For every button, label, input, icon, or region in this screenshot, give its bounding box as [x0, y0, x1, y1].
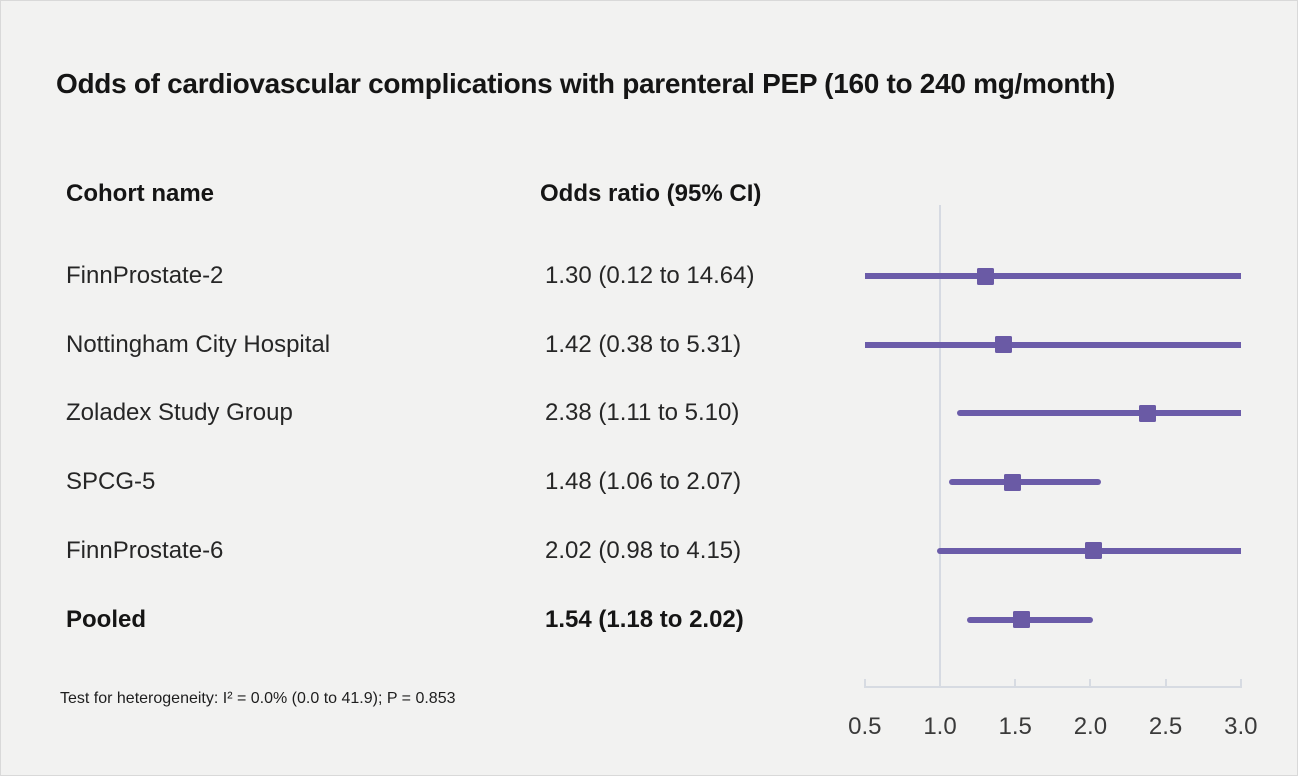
- reference-line: [939, 205, 941, 687]
- odds-ratio-value: 1.54 (1.18 to 2.02): [545, 605, 744, 633]
- x-axis-tick-label: 2.5: [1148, 713, 1183, 740]
- x-axis-line: [864, 686, 1242, 688]
- x-axis-tick-label: 1.0: [923, 713, 957, 740]
- cohort-name: Zoladex Study Group: [66, 399, 293, 427]
- odds-ratio-marker: [1084, 542, 1102, 560]
- odds-ratio-marker: [976, 267, 994, 285]
- x-axis-tick: [1089, 679, 1092, 686]
- x-axis-tick-label: 0.5: [848, 713, 882, 740]
- heterogeneity-footnote: Test for heterogeneity: I² = 0.0% (0.0 t…: [60, 690, 456, 707]
- x-axis-tick-label: 1.5: [998, 713, 1032, 740]
- x-axis-tick-label: 2.0: [1073, 713, 1108, 740]
- x-axis-tick: [1239, 679, 1242, 686]
- confidence-interval-line: [949, 479, 1101, 486]
- x-axis-tick: [1164, 679, 1167, 686]
- odds-ratio-marker: [1003, 473, 1021, 491]
- odds-ratio-value: 2.38 (1.11 to 5.10): [545, 399, 740, 427]
- cohort-column-header: Cohort name: [66, 180, 215, 207]
- odds-ratio-marker: [1139, 404, 1157, 422]
- cohort-name: SPCG-5: [66, 468, 156, 496]
- confidence-interval-line: [967, 616, 1094, 623]
- confidence-interval-line: [865, 273, 1241, 279]
- odds-ratio-value: 2.02 (0.98 to 4.15): [545, 536, 742, 564]
- confidence-interval-line: [865, 341, 1241, 348]
- confidence-interval-line: [956, 410, 1241, 417]
- odds-ratio-column-header: Odds ratio (95% CI): [540, 180, 762, 207]
- figure-title: Odds of cardiovascular complications wit…: [56, 68, 1116, 99]
- odds-ratio-marker: [1012, 611, 1030, 628]
- cohort-name: Nottingham City Hospital: [66, 330, 331, 358]
- cohort-name: FinnProstate-2: [66, 262, 224, 289]
- odds-ratio-marker: [994, 336, 1012, 354]
- odds-ratio-value: 1.30 (0.12 to 14.64): [545, 262, 755, 289]
- x-axis-tick-label: 3.0: [1224, 713, 1258, 740]
- x-axis-tick: [863, 679, 866, 686]
- odds-ratio-value: 1.42 (0.38 to 5.31): [545, 330, 742, 358]
- odds-ratio-value: 1.48 (1.06 to 2.07): [545, 468, 742, 496]
- x-axis-tick: [939, 679, 941, 686]
- cohort-name: Pooled: [66, 605, 147, 633]
- x-axis-tick: [1014, 679, 1017, 686]
- cohort-name: FinnProstate-6: [66, 536, 224, 564]
